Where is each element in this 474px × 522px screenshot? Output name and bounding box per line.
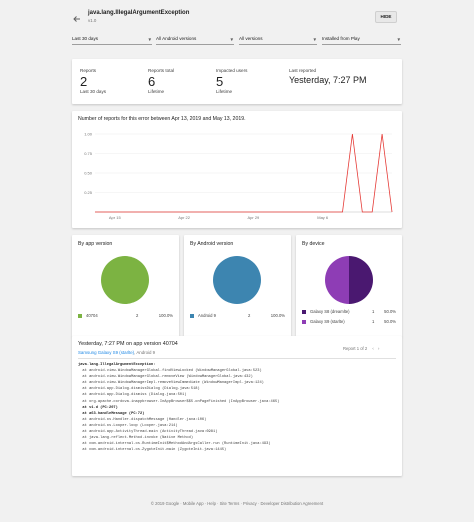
trace-line: at android.view.WindowManagerImpl.remove… <box>78 381 264 386</box>
filter-android-versions[interactable]: All Android versions ▼ <box>156 36 234 45</box>
reports-total-sub: Lifetime <box>148 89 165 94</box>
pie-device <box>325 256 373 304</box>
x-tick-label: May 6 <box>317 215 329 220</box>
trace-line: at android.app.ActivityThread.main (Acti… <box>78 430 218 435</box>
reports-total-label: Reports total <box>148 68 175 73</box>
page-title: java.lang.IllegalArgumentException <box>88 10 190 16</box>
pie-app-version <box>101 256 149 304</box>
last-reported-value: Yesterday, 7:27 PM <box>289 75 367 85</box>
trace-line: at android.view.WindowManagerGlobal.find… <box>78 369 262 374</box>
y-tick-label: 0.75 <box>84 151 93 156</box>
report-device-line: Samsung Galaxy S9 (starlte), Android 9 <box>78 350 155 355</box>
pie-slice-galaxy-s8 <box>349 256 373 304</box>
reports-value: 2 <box>80 74 88 89</box>
x-tick-label: Apr 15 <box>109 215 122 220</box>
legend-count: 1 <box>372 309 375 314</box>
pie-card-android-version: By Android version Android 9 2 100.0% <box>184 235 291 337</box>
pie-slice-android-9 <box>213 256 261 304</box>
report-card: Yesterday, 7:27 PM on app version 40704 … <box>72 336 402 476</box>
reports-total-value: 6 <box>148 74 156 89</box>
legend-count: 1 <box>372 319 375 324</box>
legend-swatch <box>190 314 194 318</box>
pie-title-device: By device <box>302 241 325 247</box>
legend-name: 40704 <box>86 313 98 318</box>
legend-count: 2 <box>248 313 251 318</box>
trace-line: at android.app.Dialog.dismiss (Dialog.ja… <box>78 393 187 398</box>
chart-title: Number of reports for this error between… <box>78 116 246 122</box>
trace-line: at java.lang.reflect.Method.invoke (Nati… <box>78 436 194 441</box>
reports-sub: Last 30 days <box>80 89 107 94</box>
trace-line: at v1.d (PC:207) <box>78 405 118 410</box>
dropdown-arrow-icon: ▼ <box>396 37 401 42</box>
trace-line: java.lang.IllegalArgumentException: <box>78 363 156 367</box>
dropdown-arrow-icon: ▼ <box>229 37 234 42</box>
legend-pct: 50.0% <box>384 319 396 324</box>
legend-count: 2 <box>136 313 139 318</box>
impacted-users-sub: Lifetime <box>216 89 233 94</box>
hide-button[interactable]: HIDE <box>375 11 397 23</box>
trace-line: at com.android.internal.os.ZygoteInit.ma… <box>78 448 227 453</box>
legend-swatch <box>302 310 306 314</box>
legend-swatch <box>302 320 306 324</box>
legend-row-galaxy-s9: Galaxy S9 (starlte) 1 50.0% <box>302 319 396 326</box>
trace-line: at android.os.Looper.loop (Looper.java:2… <box>78 423 178 428</box>
legend-pct: 100.0% <box>270 313 285 318</box>
trace-line: at android.app.Dialog.dismissDialog (Dia… <box>78 387 200 392</box>
pie-card-app-version: By app version 40704 2 100.0% <box>72 235 179 337</box>
report-title: Yesterday, 7:27 PM on app version 40704 <box>78 341 178 347</box>
filter-android-versions-label: All Android versions <box>156 36 197 41</box>
device-link[interactable]: Samsung Galaxy S9 (starlte) <box>78 350 135 355</box>
prev-report-icon[interactable]: ‹ <box>372 346 374 351</box>
pie-title-android-version: By Android version <box>190 241 234 247</box>
filter-date-range[interactable]: Last 30 days ▼ <box>72 36 152 45</box>
last-reported-label: Last reported <box>289 68 317 73</box>
reports-chart-card: Number of reports for this error between… <box>72 111 402 228</box>
version-label: v1.0 <box>88 18 97 23</box>
legend-row-galaxy-s8: Galaxy S8 (dreamlte) 1 50.0% <box>302 309 396 316</box>
pie-title-app-version: By app version <box>78 241 113 247</box>
filter-app-versions[interactable]: All versions ▼ <box>239 36 317 45</box>
impacted-users-value: 5 <box>216 74 224 89</box>
trace-line: at android.os.Handler.dispatchMessage (H… <box>78 417 207 422</box>
legend-name: Galaxy S8 (dreamlte) <box>310 309 350 314</box>
legend-row-android-9: Android 9 2 100.0% <box>190 313 285 320</box>
trace-line: at org.apache.cordova.inappbrowser.InApp… <box>78 399 280 404</box>
legend-name: Galaxy S9 (starlte) <box>310 319 345 324</box>
x-tick-label: Apr 29 <box>248 215 261 220</box>
pie-slice-galaxy-s9 <box>325 256 349 304</box>
trace-line: at a63.handleMessage (PC:72) <box>78 411 145 416</box>
y-tick-label: 0.25 <box>84 190 93 195</box>
back-arrow-icon[interactable] <box>72 11 82 22</box>
report-pager: Report 1 of 2 ‹ › <box>343 346 379 351</box>
filter-app-versions-label: All versions <box>239 36 263 41</box>
dropdown-arrow-icon: ▼ <box>312 37 317 42</box>
filter-install-source[interactable]: Installed from Play ▼ <box>322 36 401 45</box>
reports-label: Reports <box>80 68 97 73</box>
dropdown-arrow-icon: ▼ <box>147 37 152 42</box>
stack-trace: java.lang.IllegalArgumentException: at a… <box>78 362 396 453</box>
legend-row-40704: 40704 2 100.0% <box>78 313 173 320</box>
trace-line: at android.view.WindowManagerGlobal.remo… <box>78 375 253 380</box>
impacted-users-label: Impacted users <box>216 68 248 73</box>
pie-card-device: By device Galaxy S8 (dreamlte) 1 50.0% G… <box>296 235 402 337</box>
reports-line-chart: 1.00 0.75 0.50 0.25 Apr 15 Apr 22 Apr 29 May 6 <box>84 132 393 220</box>
legend-pct: 100.0% <box>158 313 173 318</box>
filter-date-range-label: Last 30 days <box>72 36 99 41</box>
trace-line: at com.android.internal.os.RuntimeInit$M… <box>78 442 271 447</box>
y-tick-label: 0.50 <box>84 171 93 176</box>
pie-slice-40704 <box>101 256 149 304</box>
legend-pct: 50.0% <box>384 309 396 314</box>
filter-install-source-label: Installed from Play <box>322 36 360 41</box>
footer-links: © 2019 Google · Mobile App · Help · Site… <box>150 501 324 506</box>
legend-name: Android 9 <box>198 313 216 318</box>
android-version: , Android 9 <box>134 350 156 355</box>
legend-swatch <box>78 314 82 318</box>
trace-divider <box>78 358 396 359</box>
x-tick-label: Apr 22 <box>178 215 191 220</box>
y-tick-label: 1.00 <box>84 132 93 137</box>
pager-label: Report 1 of 2 <box>343 346 368 351</box>
pie-android-version <box>213 256 261 304</box>
next-report-icon[interactable]: › <box>377 346 380 351</box>
stats-card: Reports 2 Last 30 days Reports total 6 L… <box>72 59 402 104</box>
